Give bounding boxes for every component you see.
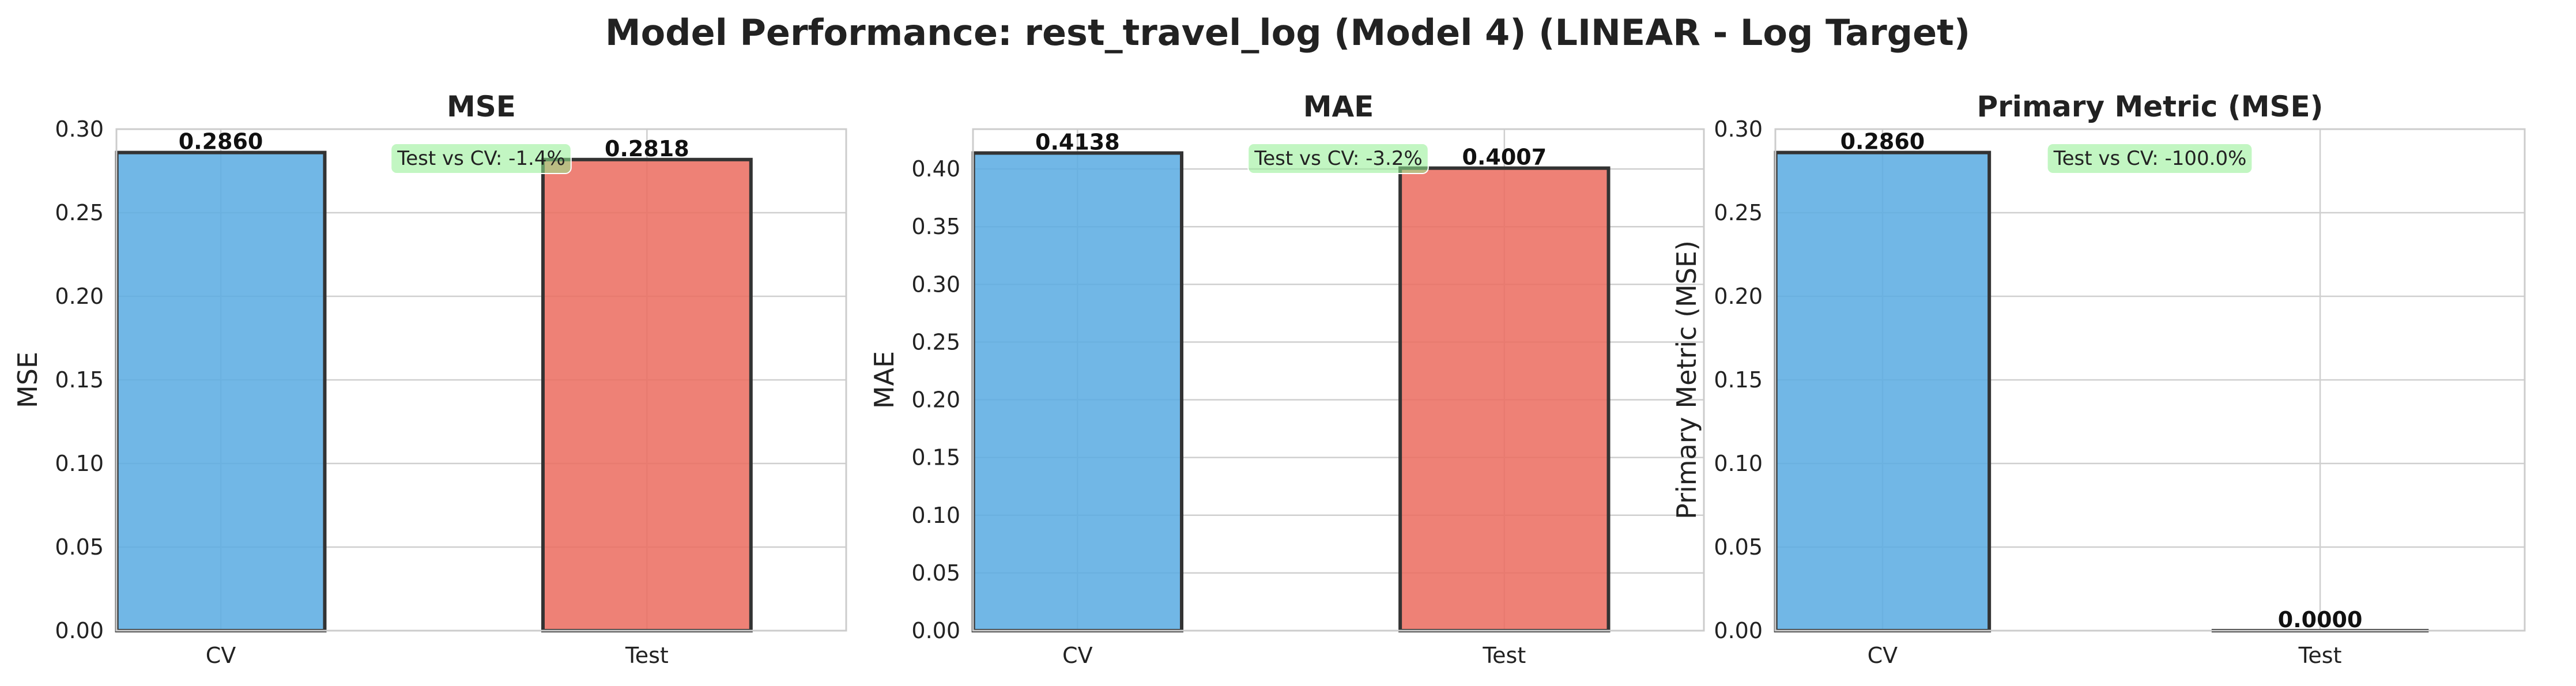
panel-title: MSE [447,90,516,123]
y-tick-label: 0.30 [911,272,960,297]
y-tick-label: 0.30 [55,116,104,142]
bar-test [541,157,753,632]
comparison-annotation: Test vs CV: -100.0% [2046,143,2253,174]
y-axis-label: Primary Metric (MSE) [1671,240,1702,519]
x-tick-label: Test [2298,643,2342,668]
y-tick-label: 0.10 [1714,451,1763,476]
y-tick-label: 0.25 [1714,200,1763,225]
annotation-box [1247,143,1429,174]
y-tick-label: 0.15 [1714,367,1763,393]
annotation-box [2046,143,2253,174]
chart-panel-3: 0.00 0.05 0.10 0.15 0.20 0.25 0.30 0.2860 CV 0.00… [1671,90,2526,668]
chart-panel-1: 0.00 0.05 0.10 0.15 0.20 0.25 0.30 0.2860 CV 0.28… [12,90,847,668]
y-tick-label: 0.25 [911,329,960,355]
y-tick-label: 0.05 [55,534,104,560]
comparison-annotation: Test vs CV: -3.2% [1247,143,1429,174]
annotation-text: Test vs CV: -1.4% [397,147,565,170]
plot-frame [972,128,1705,632]
y-tick-label: 0.35 [911,214,960,239]
bar-cv [115,150,327,633]
y-tick-label: 0.30 [1714,116,1763,142]
value-label: 0.2860 [179,129,263,154]
bar-cv [1774,150,1992,633]
y-tick-label: 0.00 [55,618,104,643]
y-tick-label: 0.25 [55,200,104,225]
value-label: 0.4138 [1035,129,1120,154]
panels: 0.00 0.05 0.10 0.15 0.20 0.25 0.30 0.2860 CV 0.28… [12,90,2526,668]
y-tick-label: 0.10 [55,451,104,476]
x-tick-label: CV [1062,643,1093,668]
y-tick-label: 0.10 [911,503,960,528]
value-label: 0.2818 [605,136,689,161]
x-tick-label: Test [625,643,669,668]
bar-test [1398,166,1611,632]
y-tick-label: 0.15 [911,445,960,470]
y-axis-label: MSE [12,352,43,408]
value-label: 0.0000 [2278,607,2363,632]
figure-title: Model Performance: rest_travel_log (Mode… [605,12,1970,54]
panel-title: MAE [1303,90,1374,123]
bar-cv [971,151,1184,632]
y-tick-label: 0.00 [911,618,960,643]
chart-panel-2: 0.00 0.05 0.10 0.15 0.20 0.25 0.30 0.35 0.40 0.41… [869,90,1705,668]
y-tick-label: 0.40 [911,156,960,182]
panel-title: Primary Metric (MSE) [1977,90,2324,123]
annotation-box [390,143,572,174]
value-label: 0.4007 [1462,145,1547,170]
plot-frame [115,128,847,632]
x-tick-label: CV [206,643,236,668]
comparison-annotation: Test vs CV: -1.4% [390,143,572,174]
x-tick-label: CV [1868,643,1898,668]
x-tick-label: Test [1482,643,1526,668]
y-tick-label: 0.15 [55,367,104,393]
annotation-text: Test vs CV: -3.2% [1254,147,1423,170]
y-axis-label: MAE [869,351,900,409]
y-tick-label: 0.20 [1714,284,1763,309]
value-label: 0.2860 [1840,129,1925,154]
plot-frame [1774,128,2526,632]
y-tick-label: 0.00 [1714,618,1763,643]
annotation-text: Test vs CV: -100.0% [2053,147,2247,170]
y-tick-label: 0.05 [911,560,960,586]
y-tick-label: 0.05 [1714,534,1763,560]
y-tick-label: 0.20 [911,387,960,413]
y-tick-label: 0.20 [55,284,104,309]
